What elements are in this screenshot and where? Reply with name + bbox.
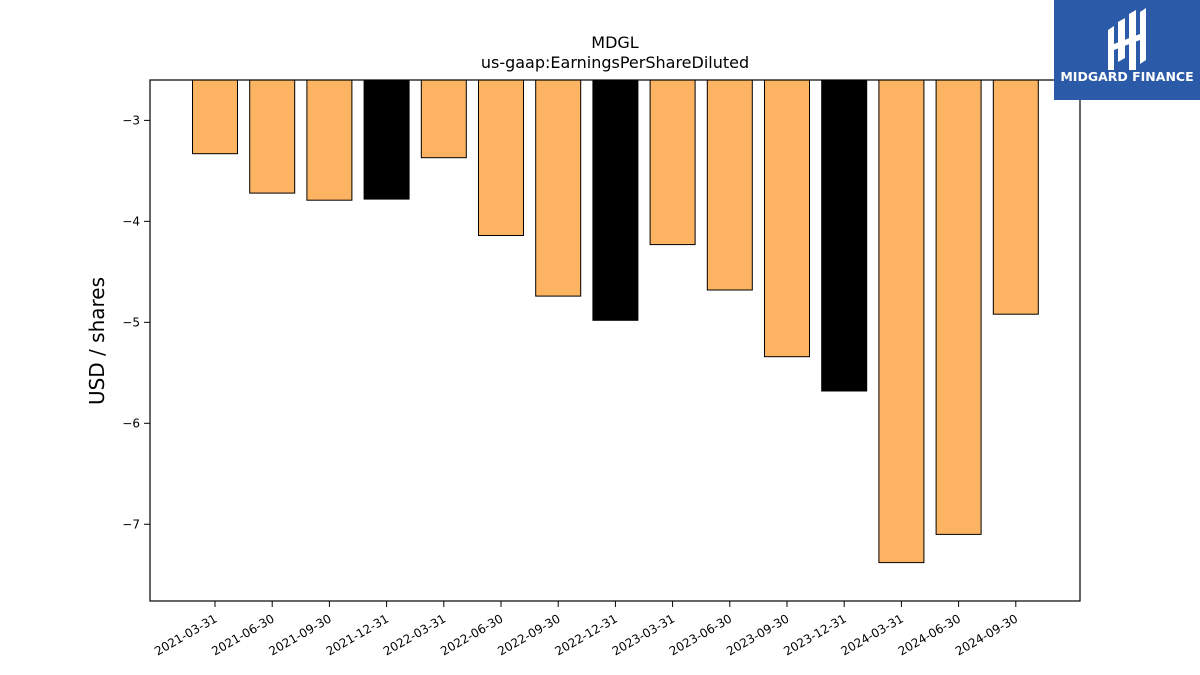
bar-2022-03-31 (420, 79, 467, 159)
logo-text: MIDGARD FINANCE (1060, 69, 1193, 84)
y-tick-label: −3 (122, 113, 140, 127)
x-tick-label: 2023-09-30 (724, 611, 791, 658)
bar-2024-03-31 (878, 79, 925, 564)
x-tick-label: 2023-06-30 (667, 611, 734, 658)
x-tick-label: 2022-03-31 (381, 611, 448, 658)
bar-2023-06-30 (706, 79, 753, 291)
x-tick-label: 2023-12-31 (781, 611, 848, 658)
x-tick-label: 2021-06-30 (209, 611, 276, 658)
bar-2024-06-30 (935, 79, 982, 535)
x-tick-label: 2022-09-30 (495, 611, 562, 658)
plot-frame (149, 79, 1081, 602)
x-tick-label: 2021-03-31 (152, 611, 219, 658)
chart-subtitle: us-gaap:EarningsPerShareDiluted (481, 53, 749, 72)
x-tick-label: 2023-03-31 (610, 611, 677, 658)
bar-2022-12-31 (592, 79, 639, 321)
bar-2022-09-30 (535, 79, 582, 297)
logo-background (1054, 0, 1200, 100)
x-tick-label: 2024-03-31 (838, 611, 905, 658)
y-axis-ticks: −3 −4 −5 −6 −7 (122, 113, 150, 531)
y-tick-label: −5 (122, 315, 140, 329)
x-tick-label: 2021-09-30 (266, 611, 333, 658)
x-tick-label: 2024-06-30 (896, 611, 963, 658)
bar-2021-06-30 (249, 79, 296, 194)
x-tick-label: 2022-06-30 (438, 611, 505, 658)
bar-2023-03-31 (649, 79, 696, 246)
bar-2022-06-30 (478, 79, 524, 236)
bar-2021-03-31 (192, 79, 238, 155)
x-tick-label: 2024-09-30 (953, 611, 1020, 658)
bar-2021-09-30 (306, 79, 353, 201)
y-tick-label: −6 (122, 416, 140, 430)
y-tick-label: −4 (122, 214, 140, 228)
bar-2021-12-31 (363, 79, 410, 200)
y-tick-label: −7 (122, 517, 140, 531)
bar-2024-09-30 (992, 79, 1039, 315)
chart-title: MDGL (591, 33, 639, 52)
x-tick-label: 2021-12-31 (324, 611, 391, 658)
brand-logo: MIDGARD FINANCE (1054, 0, 1200, 100)
logo-mark-icon (1108, 8, 1146, 70)
bars (192, 79, 1039, 564)
x-tick-label: 2022-12-31 (552, 611, 619, 658)
y-axis-label: USD / shares (85, 277, 109, 405)
x-axis-ticks: 2021-03-312021-06-302021-09-302021-12-31… (152, 601, 1020, 658)
bar-2023-09-30 (764, 79, 810, 358)
bar-2023-12-31 (821, 79, 868, 392)
